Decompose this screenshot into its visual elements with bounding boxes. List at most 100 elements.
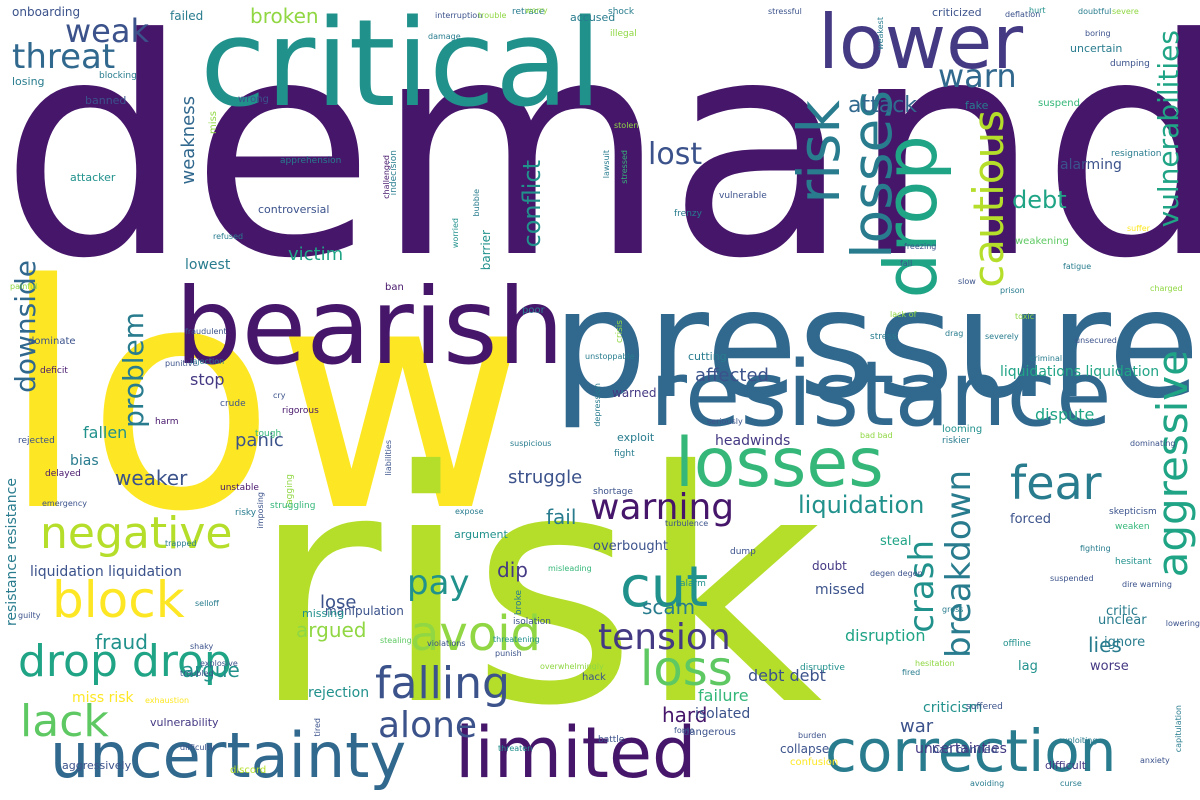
word-toxic: toxic	[1015, 312, 1035, 321]
word-vulnerable: vulnerable	[719, 191, 767, 201]
word-fraud: fraud	[95, 630, 148, 654]
word-uncertainties: uncertainties	[915, 741, 1007, 757]
word-lawsuit: lawsuit	[602, 150, 611, 179]
word-uncertainty: uncertainty	[50, 719, 407, 792]
word-exploiting: exploiting	[1058, 736, 1098, 745]
word-prison: prison	[1000, 286, 1025, 295]
word-explosive: explosive	[200, 659, 238, 668]
word-isolation: isolation	[513, 617, 551, 627]
word-panic: panic	[235, 430, 284, 451]
word-burden: burden	[798, 731, 827, 740]
word-crash: crash	[902, 540, 942, 633]
word-limited: limited	[455, 712, 697, 794]
word-lies: lies	[1088, 633, 1122, 657]
word-apprehension: apprehension	[280, 156, 342, 166]
word-frenzy: frenzy	[674, 209, 702, 219]
word-dip: dip	[497, 558, 528, 582]
word-fail: fail	[546, 505, 577, 529]
word-scam: scam	[642, 595, 696, 619]
word-violations: violations	[427, 639, 466, 648]
word-dangerous: dangerous	[683, 727, 736, 738]
word-isolated: isolated	[695, 706, 751, 722]
word-bearish: bearish	[175, 266, 565, 388]
word-manipulation: manipulation	[325, 604, 404, 618]
word-critic: critic	[1106, 604, 1138, 619]
word-unstable: unstable	[220, 483, 259, 493]
word-missing: missing	[302, 607, 345, 620]
word-argue: argue	[182, 658, 240, 682]
word-onboarding: onboarding	[12, 5, 81, 19]
word-fall: fall	[900, 259, 913, 268]
word-doubt: doubt	[812, 559, 847, 573]
word-weakest: weakest	[876, 17, 885, 50]
word-trouble: trouble	[478, 11, 507, 20]
word-stop: stop	[190, 370, 225, 389]
word-liabilities: liabilities	[384, 440, 393, 476]
word-stressful: stressful	[768, 7, 802, 16]
word-discord: discord	[230, 765, 267, 776]
word-expose: expose	[455, 507, 484, 516]
word-unclear: unclear	[1098, 613, 1147, 628]
word-trapped: trapped	[165, 539, 197, 548]
word-vulnerabilities: vulnerabilities	[1152, 30, 1185, 228]
word-warned: warned	[612, 386, 657, 400]
word-stolen: stolen	[614, 121, 639, 130]
word-shock: shock	[608, 7, 635, 17]
word-alarming: alarming	[1060, 157, 1122, 173]
word-refused: refused	[213, 232, 244, 241]
word-weak: weak	[65, 12, 149, 50]
word-lower: lower	[818, 0, 1024, 86]
word-boring: boring	[1085, 29, 1111, 38]
word-lost: lost	[648, 137, 703, 172]
word-losing: losing	[12, 75, 45, 88]
word-risky: risky	[235, 508, 257, 518]
word-threat: threat	[12, 37, 116, 77]
word-broke: broke	[514, 590, 524, 616]
word-controversial: controversial	[258, 203, 330, 216]
word-damage: damage	[428, 32, 461, 41]
word-severe: severe	[1112, 7, 1139, 16]
word-suffer: suffer	[1127, 224, 1150, 233]
word-hesitant: hesitant	[1115, 557, 1152, 567]
word-selloff: selloff	[195, 599, 219, 608]
word-threatening: threatening	[493, 635, 540, 644]
word-drop-drop: drop drop	[18, 636, 232, 687]
word-skepticism: skepticism	[1109, 507, 1157, 517]
word-resistance-resistance: resistance resistance	[4, 478, 20, 627]
word-warn: warn	[938, 57, 1017, 95]
word-overwhelmingly: overwhelmingly	[540, 662, 604, 671]
word-turbulence: turbulence	[665, 519, 709, 528]
word-looming: looming	[942, 424, 983, 435]
word-war: war	[900, 716, 934, 737]
word-bubble: bubble	[472, 189, 481, 217]
word-confusion: confusion	[790, 757, 839, 768]
word-punitive: punitive	[165, 359, 198, 368]
word-slow: slow	[958, 277, 976, 286]
word-stressed: stressed	[620, 150, 629, 184]
word-lack: lack	[20, 696, 109, 747]
word-bias: bias	[70, 453, 99, 469]
word-stealing: stealing	[380, 636, 412, 645]
word-capitulation: capitulation	[1174, 705, 1183, 753]
word-hack: hack	[582, 672, 606, 683]
word-offline: offline	[1003, 639, 1031, 649]
word-miss-risk: miss risk	[72, 690, 134, 706]
word-rejection: rejection	[308, 685, 370, 701]
word-struggle: struggle	[508, 467, 583, 488]
word-block: block	[52, 571, 185, 629]
word-illegal: illegal	[610, 29, 637, 39]
word-anxiety: anxiety	[1140, 756, 1170, 765]
word-losses: losses	[675, 424, 884, 503]
word-emergency: emergency	[42, 499, 87, 508]
word-ignore: ignore	[1104, 635, 1146, 650]
word-fake: fake	[965, 99, 989, 112]
word-stress: stress	[870, 332, 897, 342]
word-suspend: suspend	[1038, 98, 1080, 109]
word-warning: warning	[590, 487, 735, 528]
word-deflation: deflation	[1005, 10, 1041, 19]
word-barrier: barrier	[479, 230, 493, 271]
word-cutting: cutting	[688, 350, 727, 363]
word-broken: broken	[250, 4, 319, 28]
word-lack-of: lack of	[890, 310, 917, 319]
